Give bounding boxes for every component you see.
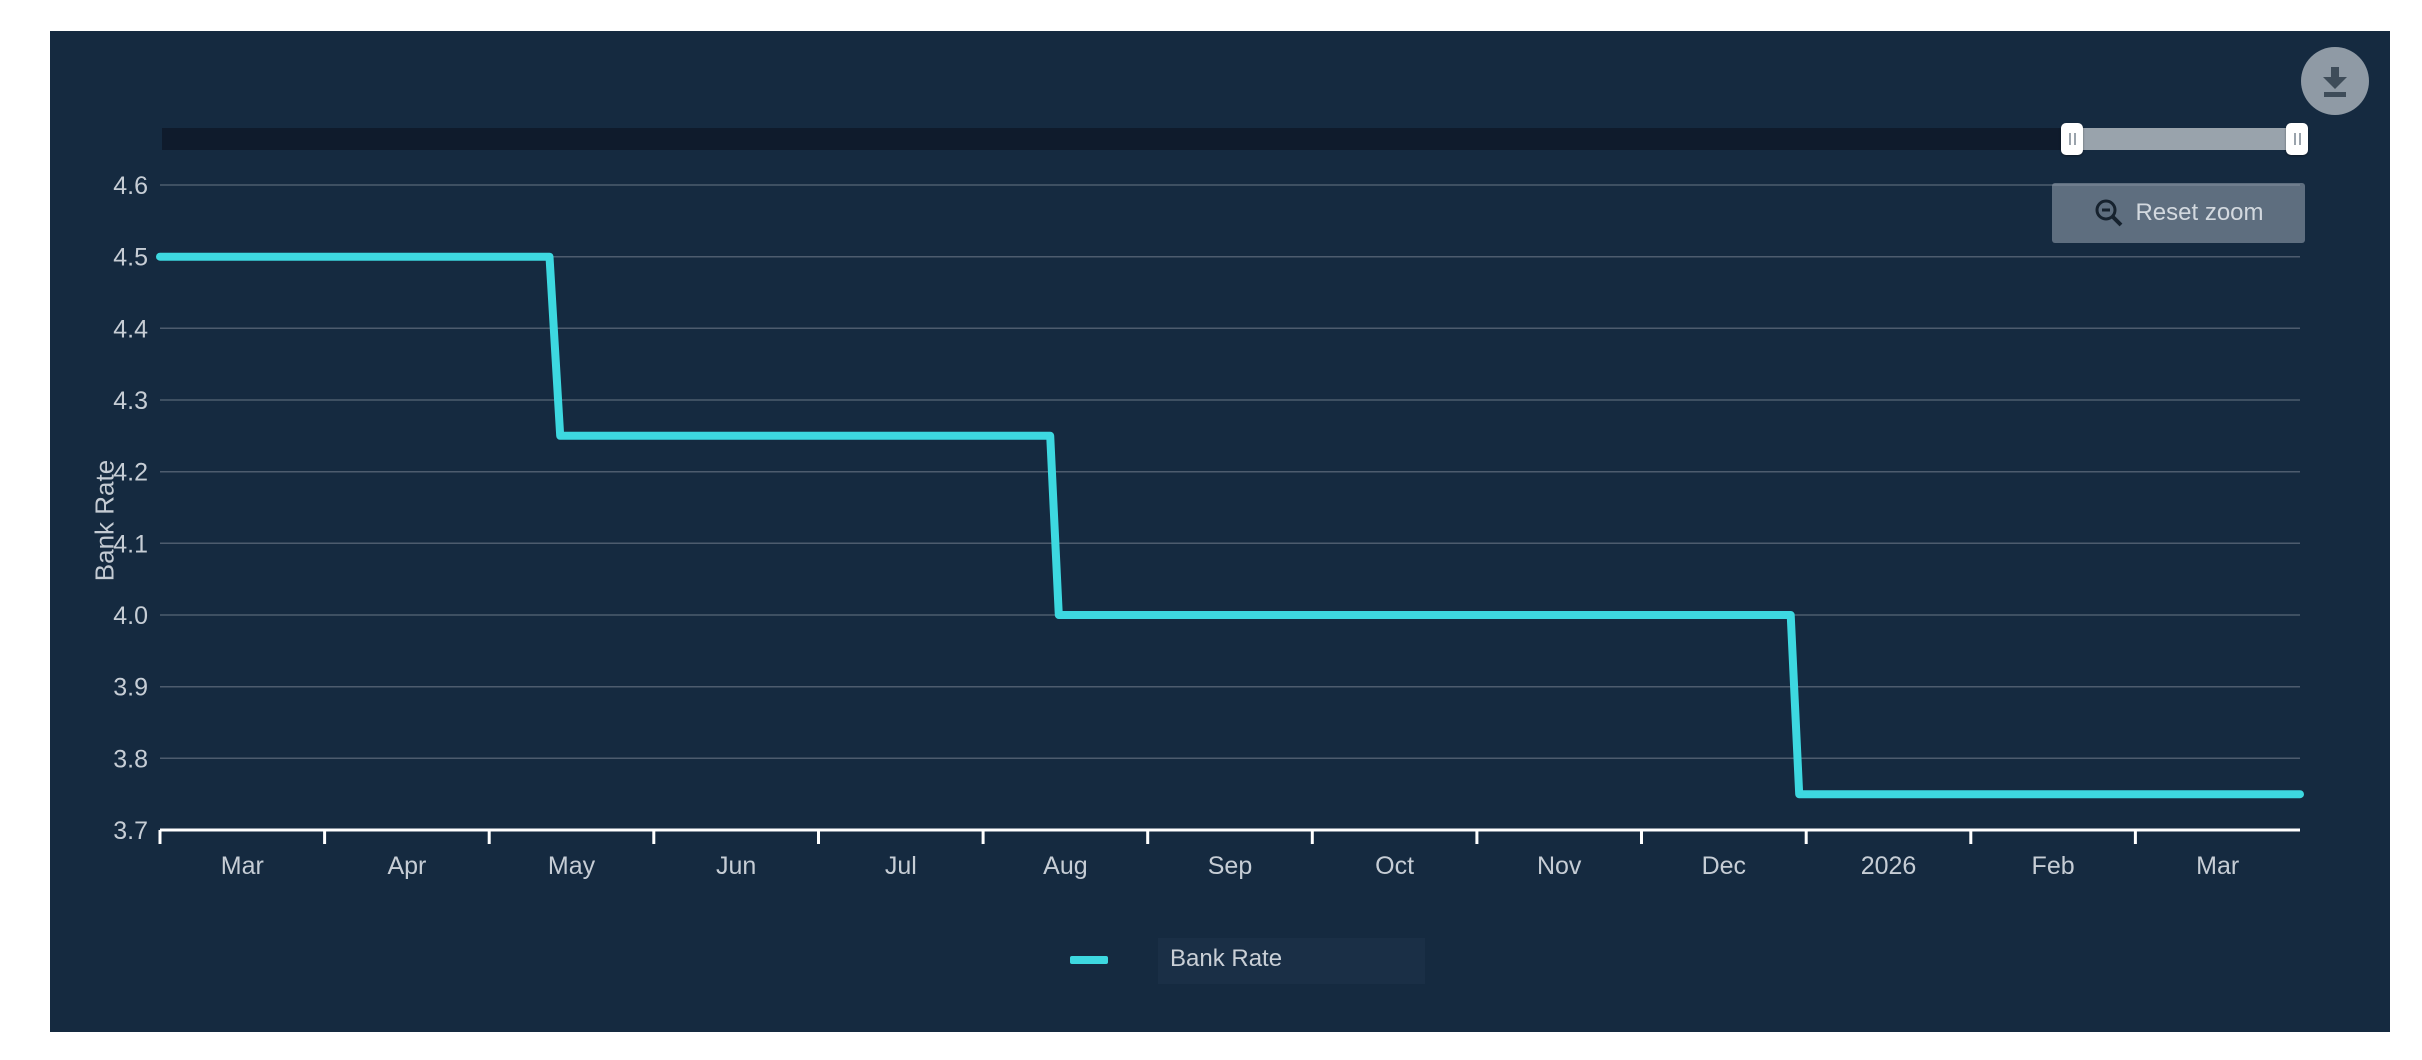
zoom-out-icon (2093, 197, 2125, 229)
x-axis-label: Aug (1043, 852, 1087, 880)
reset-zoom-label: Reset zoom (2135, 199, 2264, 226)
x-axis-label: May (548, 852, 596, 880)
y-axis-title: Bank Rate (89, 459, 120, 582)
x-axis-label: Dec (1702, 852, 1746, 880)
x-axis-label: Oct (1375, 852, 1414, 880)
y-axis-label: 4.1 (113, 530, 148, 558)
navigator-left-handle[interactable] (2061, 123, 2083, 155)
reset-zoom-button[interactable]: Reset zoom (2052, 183, 2305, 243)
x-axis-label: 2026 (1861, 852, 1917, 880)
y-axis-label: 4.3 (113, 387, 148, 415)
legend-label: Bank Rate (1170, 945, 1283, 972)
x-axis-label: Feb (2032, 852, 2075, 880)
legend-line-swatch (1070, 956, 1108, 964)
y-axis-label: 3.8 (113, 745, 148, 773)
y-axis-label: 3.7 (113, 817, 148, 845)
x-axis-label: Apr (387, 852, 426, 880)
navigator-right-handle[interactable] (2286, 123, 2308, 155)
navigator-unselected-range[interactable] (162, 128, 2072, 150)
y-axis-label: 3.9 (113, 674, 148, 702)
x-axis-label: Nov (1537, 852, 1582, 880)
bank-rate-series-line (156, 252, 2304, 799)
x-axis-label: Sep (1208, 852, 1252, 880)
chart-panel: 4.6 4.5 4.4 4.3 4.2 4.1 4.0 3.9 3.8 3.7 Mar Apr May J… (50, 31, 2390, 1032)
legend-highlight (1158, 938, 1425, 984)
x-axis-label: Jul (885, 852, 917, 880)
x-axis-label: Mar (221, 852, 264, 880)
x-axis-label: Mar (2196, 852, 2239, 880)
y-axis-label: 4.6 (113, 172, 148, 200)
navigator-track[interactable] (162, 123, 2308, 155)
download-button[interactable] (2301, 47, 2369, 115)
bank-rate-chart-plot-area[interactable]: 4.6 4.5 4.4 4.3 4.2 4.1 4.0 3.9 3.8 3.7 Mar Apr May J… (50, 31, 2390, 1032)
download-icon (2317, 63, 2353, 99)
y-axis-label: 4.4 (113, 315, 148, 343)
y-axis-label: 4.2 (113, 459, 148, 487)
y-axis-label: 4.5 (113, 244, 148, 272)
navigator-selected-range[interactable] (2072, 128, 2297, 150)
x-axis-label: Jun (716, 852, 756, 880)
y-axis-label: 4.0 (113, 602, 148, 630)
